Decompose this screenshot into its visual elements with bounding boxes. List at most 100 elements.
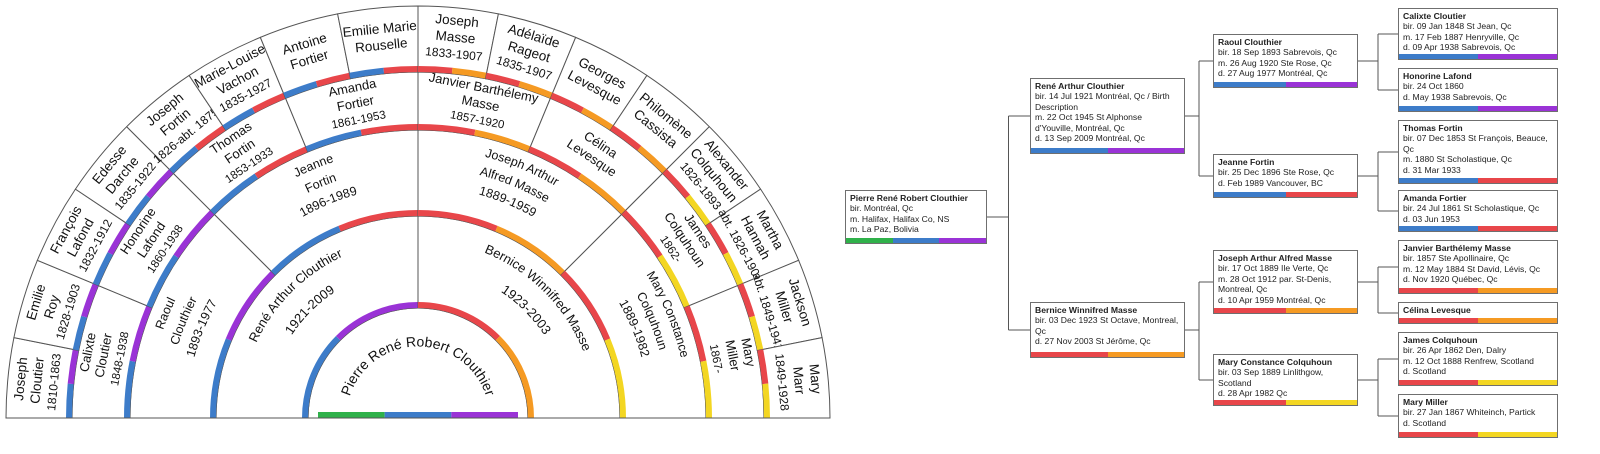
person-name: Thomas Fortin (1403, 123, 1463, 133)
person-detail: d. 28 Apr 1982 Qc (1218, 388, 1288, 399)
person-detail: m. 26 Aug 1920 Ste Rose, Qc (1218, 57, 1332, 68)
person-detail: m. Halifax, Halifax Co, NS (850, 213, 950, 224)
person-card-greatgrandparent[interactable]: Thomas Fortin bir. 07 Dec 1853 St Françoi… (1398, 120, 1558, 184)
fan-color-bar (700, 360, 712, 419)
fan-color-bar (173, 210, 215, 258)
person-detail: d. 13 Sep 2009 Montréal, Qc (1035, 133, 1145, 144)
person-card-greatgrandparent[interactable]: Honorine Lafond bir. 24 Oct 1860 d. May 19… (1398, 68, 1558, 112)
person-name: Pierre René Robert Clouthier (850, 193, 968, 203)
fan-color-bar (417, 124, 476, 136)
lineage-color-bar (1214, 82, 1357, 87)
person-name: James Colquhoun (1403, 335, 1478, 345)
person-name: Bernice Winnifred Masse (1035, 305, 1138, 315)
person-card-greatgrandparent[interactable]: Célina Levesque (1398, 302, 1558, 324)
person-card-greatgrandparent[interactable]: Amanda Fortier bir. 24 Jul 1861 St Schola… (1398, 190, 1558, 232)
person-card-greatgrandparent[interactable]: James Colquhoun bir. 26 Apr 1862 Den, Dal… (1398, 332, 1558, 386)
lineage-color-segment (1214, 308, 1286, 313)
lineage-color-bar (1399, 432, 1557, 437)
lineage-color-segment (1107, 352, 1184, 357)
fan-color-bar (360, 124, 419, 136)
person-detail: m. 1880 St Scholastique, Qc (1403, 154, 1512, 165)
lineage-color-segment (1031, 148, 1108, 153)
person-card-grandparent[interactable]: Joseph Arthur Alfred Masse bir. 17 Oct 18… (1213, 250, 1358, 314)
fan-name: Fortier (336, 92, 376, 114)
person-detail: m. 28 Oct 1912 par. St-Denis, Montreal, … (1218, 273, 1332, 295)
lineage-color-segment (1285, 399, 1357, 405)
fan-name: Joseph (11, 356, 30, 401)
person-card-greatgrandparent[interactable]: Calixte Cloutier bir. 09 Jan 1848 St Jean… (1398, 8, 1558, 60)
person-detail: d. 27 Nov 2003 St Jérôme, Qc (1035, 336, 1151, 347)
person-detail: d. Scotland (1403, 366, 1446, 377)
fan-color-bar (254, 146, 308, 179)
lineage-color-segment (1478, 318, 1557, 323)
fan-name: Roy (41, 293, 62, 321)
lineage-color-segment (1478, 288, 1557, 293)
lineage-color-segment (892, 238, 940, 243)
person-card-greatgrandparent[interactable]: Mary Miller bir. 27 Jan 1867 Whiteinch, P… (1398, 394, 1558, 438)
fan-dates: 1849-1928 (772, 353, 792, 412)
person-detail: bir. 24 Jul 1861 St Scholastique, Qc (1403, 203, 1540, 214)
fan-color-bar (302, 335, 341, 419)
lineage-color-segment (1399, 318, 1478, 323)
lineage-color-segment (1214, 399, 1286, 405)
person-card-root[interactable]: Pierre René Robert Clouthier bir. Montréa… (845, 190, 987, 244)
person-card-greatgrandparent[interactable]: Janvier Barthélemy Masse bir. 1857 Ste Ap… (1398, 240, 1558, 294)
fan-color-bar (550, 92, 584, 113)
fan-color-bar (338, 210, 419, 232)
person-detail: d. 09 Apr 1938 Sabrevois, Qc (1403, 42, 1516, 53)
lineage-color-segment (1399, 178, 1478, 183)
person-detail: d. 27 Aug 1977 Montréal, Qc (1218, 68, 1328, 79)
fan-color-bar (495, 225, 566, 276)
fan-color-bar (578, 173, 626, 215)
person-name: Mary Miller (1403, 397, 1448, 407)
fan-color-bar (417, 66, 453, 74)
person-card-parent[interactable]: Bernice Winnifred Masse bir. 03 Dec 1923 … (1030, 302, 1185, 358)
lineage-color-segment (1478, 432, 1557, 437)
lineage-color-segment (1399, 380, 1478, 385)
person-name: Mary Constance Colquhoun (1218, 357, 1333, 367)
fan-name: Joseph (435, 11, 480, 30)
fan-color-bar (169, 145, 199, 174)
person-name: Amanda Fortier (1403, 193, 1467, 203)
person-detail: bir. Montréal, Qc (850, 203, 914, 214)
person-card-grandparent[interactable]: Jeanne Fortin bir. 25 Dec 1896 Ste Rose, … (1213, 154, 1358, 198)
fan-segment-center-0[interactable]: Pierre René Robert Clouthier (307, 307, 529, 419)
fan-color-bar (662, 169, 691, 199)
lineage-color-bar (1399, 226, 1557, 231)
fan-name: Miller (722, 339, 743, 373)
person-detail: m. La Paz, Bolivia (850, 224, 919, 235)
person-card-grandparent[interactable]: Raoul Clouthier bir. 18 Sep 1893 Sabrevoi… (1213, 34, 1358, 88)
fan-dates: 1833-1907 (425, 44, 484, 64)
lineage-color-segment (1285, 82, 1357, 87)
fan-name: Cloutier (27, 356, 47, 404)
lineage-color-segment (1478, 380, 1557, 385)
person-detail: d. Nov 1920 Québec, Qc (1403, 274, 1498, 285)
fan-name: Emilie Marie (342, 18, 417, 40)
person-card-parent[interactable]: René Arthur Clouthier bir. 14 Jul 1921 Mo… (1030, 78, 1185, 154)
person-card-grandparent[interactable]: Mary Constance Colquhoun bir. 03 Sep 1889… (1213, 354, 1358, 406)
